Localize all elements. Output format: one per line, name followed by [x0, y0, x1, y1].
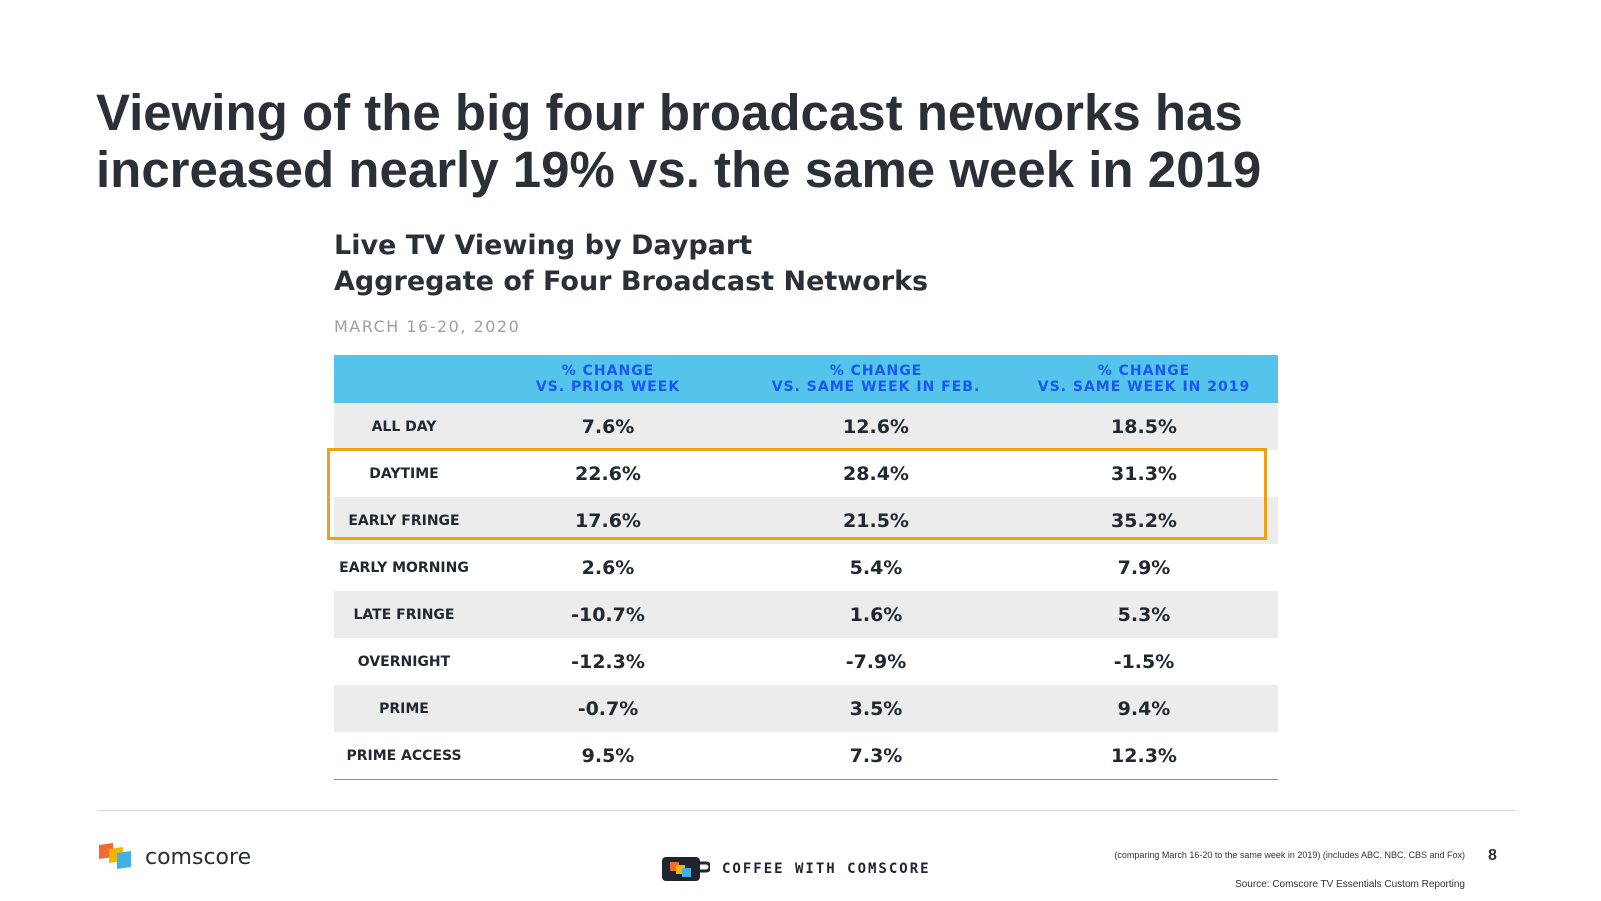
table-row: EARLY FRINGE 17.6% 21.5% 35.2%: [334, 497, 1278, 544]
header-line: VS. PRIOR WEEK: [535, 379, 681, 395]
table-cell: 18.5%: [1111, 415, 1177, 438]
table-cell: 17.6%: [575, 509, 641, 532]
row-label: PRIME: [379, 700, 429, 717]
footnote: (comparing March 16-20 to the same week …: [1114, 850, 1465, 860]
header-line: % CHANGE: [829, 363, 923, 379]
table-row: ALL DAY 7.6% 12.6% 18.5%: [334, 403, 1278, 450]
header-same-week-2019: % CHANGE VS. SAME WEEK IN 2019: [1010, 355, 1278, 403]
chart-title: Live TV Viewing by Daypart: [334, 230, 753, 261]
table-cell: -1.5%: [1113, 650, 1175, 673]
comscore-wordmark: comscore: [145, 844, 252, 870]
header-line: % CHANGE: [561, 363, 655, 379]
table-header: % CHANGE VS. PRIOR WEEK % CHANGE VS. SAM…: [334, 355, 1278, 403]
header-prior-week: % CHANGE VS. PRIOR WEEK: [474, 355, 742, 403]
table-row: DAYTIME 22.6% 28.4% 31.3%: [334, 450, 1278, 497]
header-corner: [334, 355, 474, 403]
source-note: Source: Comscore TV Essentials Custom Re…: [1235, 879, 1465, 890]
table-cell: 1.6%: [849, 603, 903, 626]
table-cell: -12.3%: [571, 650, 645, 673]
header-line: VS. SAME WEEK IN FEB.: [771, 379, 981, 395]
slide-headline: Viewing of the big four broadcast networ…: [96, 84, 1262, 198]
table-row: PRIME -0.7% 3.5% 9.4%: [334, 685, 1278, 732]
table-cell: 2.6%: [581, 556, 635, 579]
table-cell: 5.4%: [849, 556, 903, 579]
table-cell: 31.3%: [1111, 462, 1177, 485]
table-cell: 35.2%: [1111, 509, 1177, 532]
footer-divider: [98, 810, 1516, 811]
coffee-with-comscore: COFFEE WITH COMSCORE: [660, 853, 931, 885]
table-row: LATE FRINGE -10.7% 1.6% 5.3%: [334, 591, 1278, 638]
table-cell: 21.5%: [843, 509, 909, 532]
row-label: EARLY FRINGE: [348, 512, 460, 529]
daypart-table: % CHANGE VS. PRIOR WEEK % CHANGE VS. SAM…: [334, 355, 1278, 780]
table-cell: 7.3%: [849, 744, 903, 767]
table-cell: 12.3%: [1111, 744, 1177, 767]
table-cell: 7.6%: [581, 415, 635, 438]
table-cell: -10.7%: [571, 603, 645, 626]
page-number: 8: [1488, 847, 1497, 864]
row-label: OVERNIGHT: [357, 653, 451, 670]
header-line: % CHANGE: [1097, 363, 1191, 379]
row-label: EARLY MORNING: [339, 559, 469, 576]
table-cell: 9.5%: [581, 744, 635, 767]
coffee-wordmark: COFFEE WITH COMSCORE: [722, 861, 931, 877]
chart-subtitle: Aggregate of Four Broadcast Networks: [334, 266, 929, 297]
table-cell: 12.6%: [843, 415, 909, 438]
table-cell: 3.5%: [849, 697, 903, 720]
table-cell: 28.4%: [843, 462, 909, 485]
table-row: PRIME ACCESS 9.5% 7.3% 12.3%: [334, 732, 1278, 779]
chart-date: MARCH 16-20, 2020: [334, 317, 521, 336]
row-label: DAYTIME: [369, 465, 439, 482]
comscore-logo: comscore: [99, 843, 251, 871]
header-same-week-feb: % CHANGE VS. SAME WEEK IN FEB.: [742, 355, 1010, 403]
table-cell: 9.4%: [1117, 697, 1171, 720]
table-row: EARLY MORNING 2.6% 5.4% 7.9%: [334, 544, 1278, 591]
coffee-cup-icon: [662, 857, 710, 881]
header-line: VS. SAME WEEK IN 2019: [1037, 379, 1251, 395]
row-label: PRIME ACCESS: [346, 747, 462, 764]
row-label: LATE FRINGE: [353, 606, 455, 623]
table-cell: -7.9%: [845, 650, 907, 673]
table-cell: -0.7%: [577, 697, 639, 720]
comscore-logo-icon: [99, 843, 131, 869]
table-cell: 22.6%: [575, 462, 641, 485]
table-cell: 7.9%: [1117, 556, 1171, 579]
table-cell: 5.3%: [1117, 603, 1171, 626]
row-label: ALL DAY: [371, 418, 437, 435]
table-row: OVERNIGHT -12.3% -7.9% -1.5%: [334, 638, 1278, 685]
